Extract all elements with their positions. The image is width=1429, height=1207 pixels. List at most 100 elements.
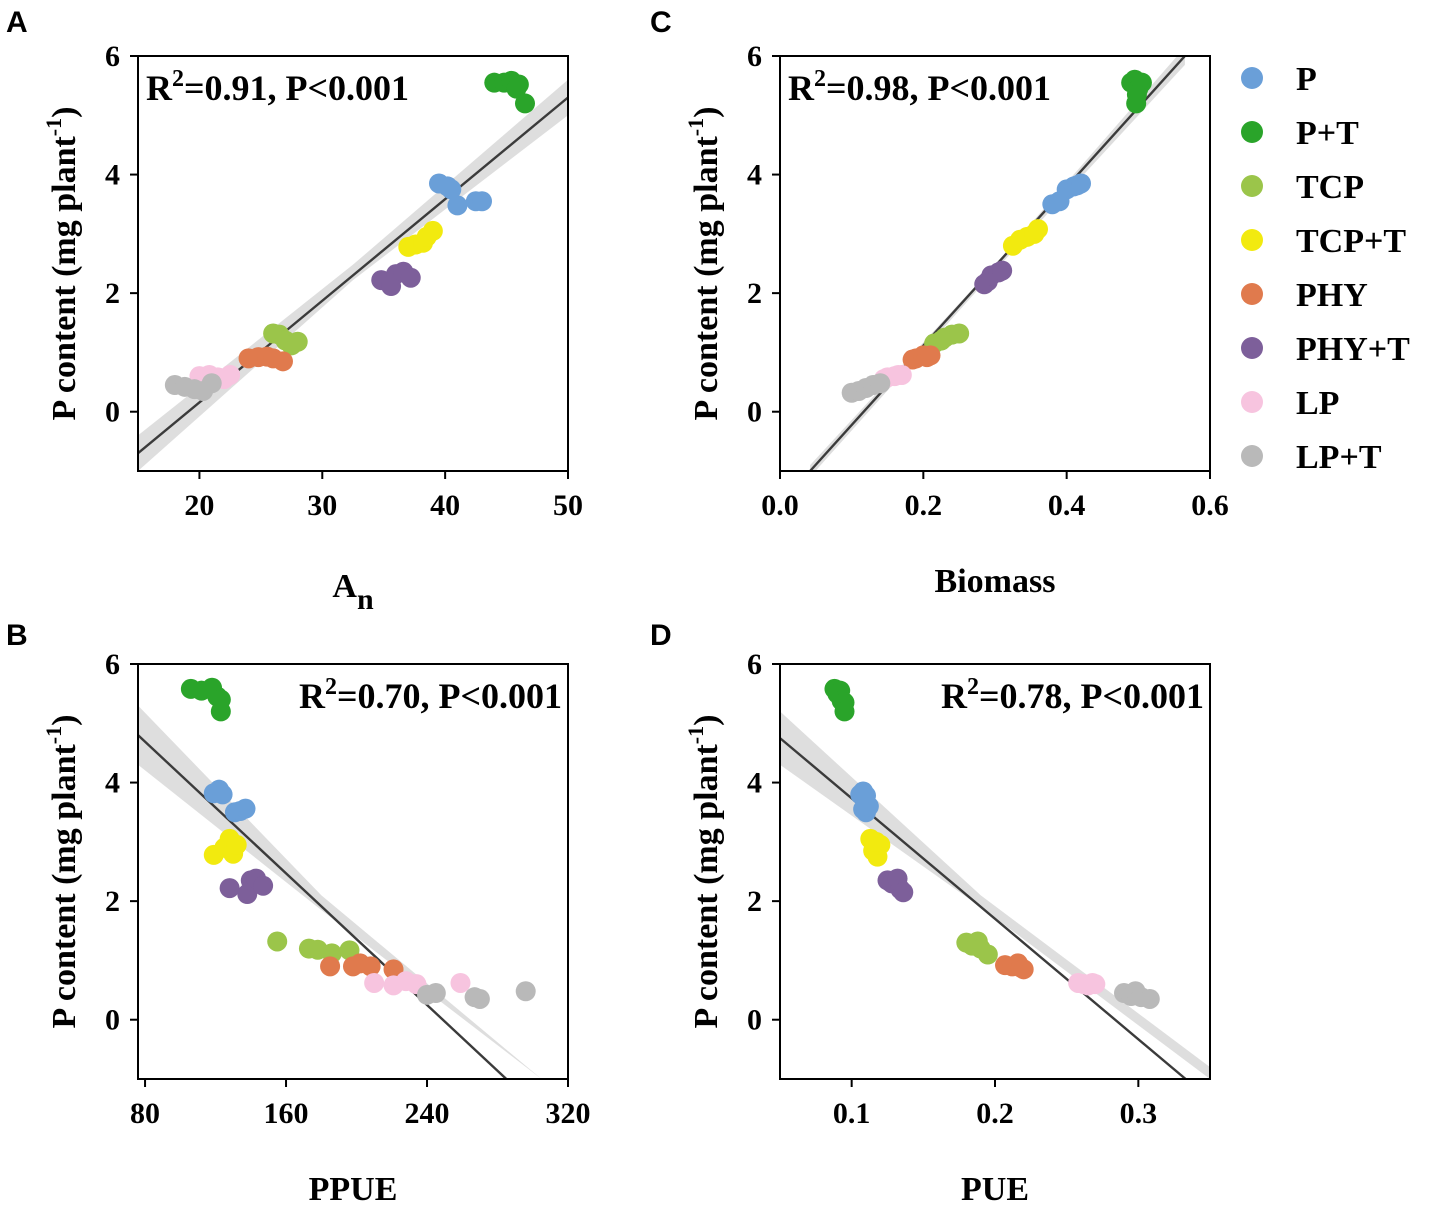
legend-swatch (1241, 67, 1263, 89)
point-p-plus-t (210, 701, 231, 722)
point-tcp-plus-t (422, 220, 443, 241)
y-tick-label: 0 (747, 1004, 762, 1037)
y-tick-label: 2 (105, 885, 120, 918)
confidence-band (138, 705, 542, 1079)
panel-B: B 80 160 240 320 0 2 4 6 PPUE P content (mg plant-… (6, 619, 591, 1207)
regression-line (780, 737, 1187, 1079)
panel-letter: B (6, 619, 28, 652)
legend-swatch (1241, 445, 1263, 467)
point-lp-plus-t (425, 983, 446, 1004)
legend-label: TCP+T (1296, 223, 1406, 260)
point-p-plus-t (508, 74, 529, 95)
legend-swatch (1241, 337, 1263, 359)
x-tick-label: 0.2 (905, 489, 943, 522)
point-phy (1013, 959, 1034, 980)
point-tcp (287, 331, 308, 352)
y-axis-title-superscript: -1 (41, 726, 66, 744)
legend-item: TCP (1241, 169, 1364, 206)
point-tcp-plus-t (226, 834, 247, 855)
legend-item: TCP+T (1241, 223, 1406, 260)
point-tcp-plus-t (1028, 219, 1048, 240)
legend-swatch (1241, 391, 1263, 413)
legend-label: LP (1296, 385, 1339, 422)
legend-item: P (1241, 61, 1317, 98)
point-p (1071, 173, 1091, 194)
y-tick-label: 6 (747, 648, 762, 681)
plot-frame (779, 663, 1211, 1080)
legend-swatch (1241, 121, 1263, 143)
legend-label: PHY+T (1296, 331, 1410, 368)
x-tick-label: 320 (546, 1097, 591, 1130)
point-phy (920, 345, 941, 366)
point-tcp (949, 323, 970, 344)
point-tcp-plus-t (866, 831, 887, 852)
confidence-band (780, 711, 1210, 1079)
plot-frame (779, 55, 1211, 472)
panel-A: A 20 30 40 50 0 2 4 6 An P content (mg plant-1) R2=… (6, 6, 583, 616)
point-lp-plus-t (469, 988, 490, 1009)
x-tick-label: 40 (430, 489, 460, 522)
legend: P P+T TCP TCP+T PHY PHY+T LP LP+T (1241, 61, 1410, 476)
x-axis-title: An (332, 568, 374, 616)
stat-annotation: R2=0.78, P<0.001 (941, 674, 1204, 716)
y-axis-title-superscript: -1 (683, 118, 708, 136)
point-lp (220, 364, 241, 385)
point-phy (360, 956, 381, 977)
regression-line (138, 734, 508, 1079)
y-axis-title-superscript: -1 (41, 118, 66, 136)
y-tick-label: 2 (105, 277, 120, 310)
y-tick-label: 4 (747, 767, 762, 800)
y-tick-label: 0 (105, 1004, 120, 1037)
y-axis-title: P content (mg plant-1) (683, 715, 725, 1029)
panel-C: C 0.0 0.2 0.4 0.6 0 2 4 6 Biomass P content (mg pl… (650, 6, 1229, 600)
point-lp-plus-t (201, 373, 222, 394)
legend-item: PHY (1241, 277, 1368, 314)
plot-frame (137, 663, 569, 1080)
point-phy-plus-t (400, 267, 421, 288)
x-tick-label: 240 (405, 1097, 450, 1130)
panel-D: D 0.1 0.2 0.3 0 2 4 6 PUE P content (mg plant-1) R… (650, 619, 1211, 1207)
panel-letter: A (6, 6, 28, 39)
point-phy-plus-t (253, 875, 274, 896)
panel-letter: C (650, 6, 672, 39)
legend-label: P (1296, 61, 1317, 98)
point-phy-plus-t (992, 260, 1013, 281)
point-phy-plus-t (893, 882, 914, 903)
y-axis-title: P content (mg plant-1) (41, 107, 83, 421)
x-axis-title: PUE (961, 1171, 1029, 1207)
x-tick-label: 20 (184, 489, 214, 522)
x-tick-label: 0.0 (761, 489, 799, 522)
point-p (858, 796, 879, 817)
x-tick-label: 50 (553, 489, 583, 522)
y-axis-title-superscript: -1 (683, 726, 708, 744)
point-lp-plus-t (1139, 988, 1160, 1009)
point-lp-plus-t (515, 981, 536, 1002)
point-lp (450, 972, 471, 993)
point-lp-plus-t (870, 373, 891, 394)
point-p-plus-t (515, 93, 535, 114)
x-tick-label: 80 (130, 1097, 160, 1130)
point-phy (383, 959, 404, 980)
point-lp (364, 972, 385, 993)
panel-letter: D (650, 619, 672, 652)
y-tick-label: 0 (105, 396, 120, 429)
legend-item: LP (1241, 385, 1339, 422)
x-tick-label: 0.2 (976, 1097, 1014, 1130)
y-tick-label: 2 (747, 885, 762, 918)
point-phy (272, 351, 293, 372)
stat-annotation: R2=0.98, P<0.001 (788, 66, 1051, 108)
point-p (212, 784, 233, 805)
point-p (447, 195, 468, 216)
x-tick-label: 0.1 (833, 1097, 871, 1130)
x-tick-label: 0.3 (1120, 1097, 1158, 1130)
point-p (441, 179, 462, 200)
x-axis-title: PPUE (309, 1171, 398, 1207)
y-axis-title: P content (mg plant-1) (41, 715, 83, 1029)
point-tcp (267, 931, 288, 952)
point-lp (891, 364, 912, 385)
point-p-plus-t (834, 701, 855, 722)
y-tick-label: 2 (747, 277, 762, 310)
legend-item: LP+T (1241, 439, 1382, 476)
legend-item: P+T (1241, 115, 1359, 152)
